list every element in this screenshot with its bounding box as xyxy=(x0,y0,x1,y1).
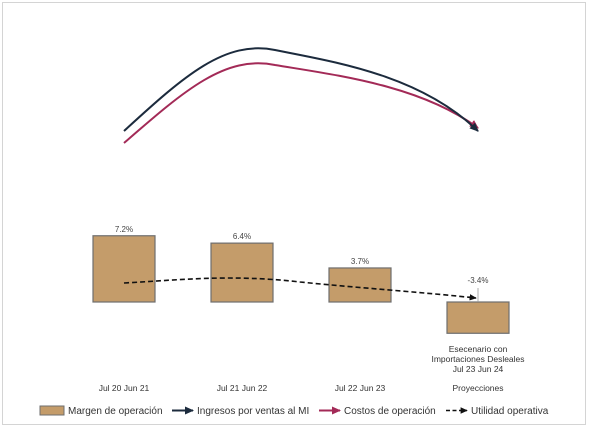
annotation-line-1: Importaciones Desleales xyxy=(431,354,524,364)
annotation-line-2: Jul 23 Jun 24 xyxy=(453,364,504,374)
revenue-line xyxy=(123,47,479,132)
bar-value-label-2: 3.7% xyxy=(351,257,369,266)
bar-value-label-0: 7.2% xyxy=(115,225,133,234)
bar-margin-1 xyxy=(210,242,274,303)
category-label-1: Jul 21 Jun 22 xyxy=(217,383,268,393)
bar-value-labels: 7.2% 6.4% 3.7% -3.4% xyxy=(115,225,489,302)
legend-label-operating-profit: Utilidad operativa xyxy=(471,406,549,417)
bar-margin-2 xyxy=(328,267,392,303)
annotation-line-0: Esecenario con xyxy=(449,344,508,354)
legend-label-costs: Costos de operación xyxy=(344,406,436,417)
legend-swatch-margin xyxy=(39,405,65,416)
trend-lines xyxy=(123,47,479,144)
category-labels: Jul 20 Jun 21 Jul 21 Jun 22 Jul 22 Jun 23 P… xyxy=(99,383,504,393)
costs-line xyxy=(123,62,479,144)
bars-group xyxy=(92,235,510,334)
bar-margin-3 xyxy=(446,301,510,334)
legend: Margen de operación Ingresos por ventas … xyxy=(39,405,549,417)
category-label-2: Jul 22 Jun 23 xyxy=(335,383,386,393)
category-label-0: Jul 20 Jun 21 xyxy=(99,383,150,393)
category-label-3: Proyecciones xyxy=(452,383,503,393)
legend-label-revenue: Ingresos por ventas al MI xyxy=(197,406,309,417)
legend-label-margin: Margen de operación xyxy=(68,406,163,417)
bar-margin-0 xyxy=(92,235,156,303)
bar-value-label-3: -3.4% xyxy=(468,276,489,285)
bar-value-label-1: 6.4% xyxy=(233,232,251,241)
operating-profit-line xyxy=(123,277,477,301)
chart-frame xyxy=(2,2,586,425)
